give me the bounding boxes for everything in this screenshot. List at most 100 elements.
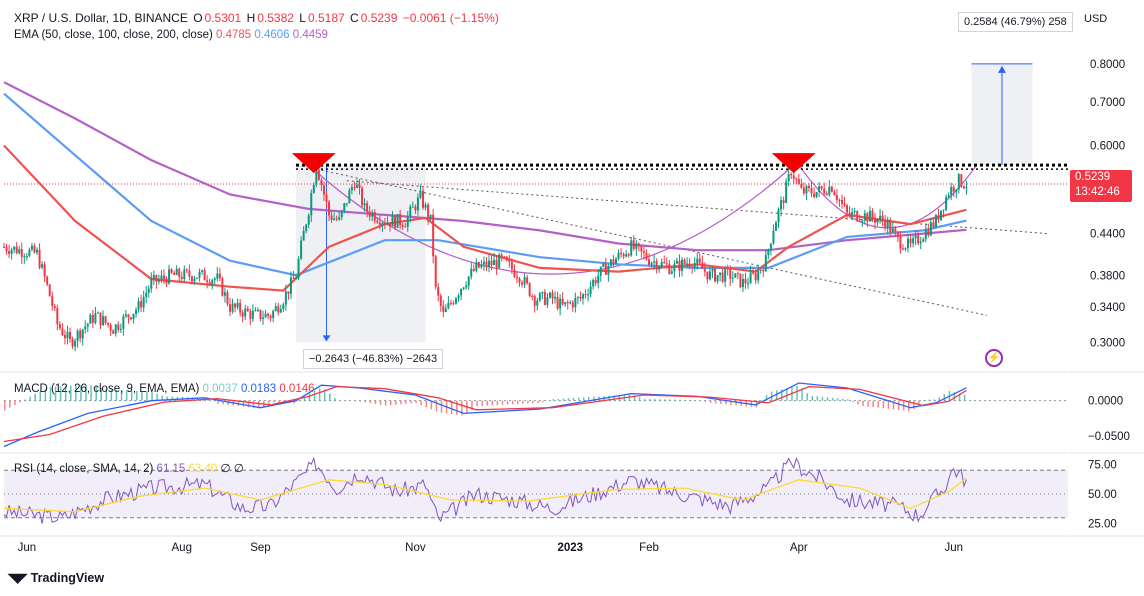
macd-hist-bar (852, 400, 854, 402)
candle-body (218, 273, 221, 279)
candle-body (874, 217, 877, 223)
lightning-icon[interactable]: ⚡ (985, 349, 1003, 367)
candle-body (488, 260, 491, 268)
candle-body (223, 292, 226, 296)
candle-body (96, 312, 99, 314)
candle-body (617, 252, 620, 259)
candle-body (693, 263, 696, 268)
candle-body (846, 205, 849, 213)
macd-hist-bar (694, 400, 697, 401)
candle-body (480, 264, 483, 268)
candle-body (246, 308, 249, 312)
candle-body (381, 223, 384, 226)
macd-hist-bar (552, 399, 555, 401)
rsi-sma-line (3, 477, 967, 513)
macd-hist-bar (24, 399, 26, 401)
macd-hist-bar (821, 396, 824, 401)
change-value: −0.0061 (−1.15%) (402, 11, 499, 25)
macd-hist-bar (679, 399, 681, 401)
macd-hist-bar (841, 398, 844, 401)
candle-body (18, 249, 21, 254)
macd-hist-bar (166, 396, 169, 401)
candle-body (632, 240, 635, 249)
candle-body (373, 212, 376, 221)
macd-hist-bar (217, 400, 219, 404)
candle-body (74, 340, 77, 347)
macd-hist-bar (278, 400, 280, 403)
candle-body (952, 186, 955, 192)
candle-body (353, 187, 356, 189)
candle-body (914, 235, 917, 239)
tradingview-logo[interactable]: ◥◤ TradingView (8, 570, 104, 585)
candle-body (871, 210, 874, 218)
rsi-legend[interactable]: RSI (14, close, SMA, 14, 2) 61.15 63.40 … (14, 461, 244, 475)
candle-body (348, 190, 351, 204)
macd-hist-bar (196, 397, 199, 401)
candle-body (907, 238, 910, 249)
tradingview-logo-icon: ◥◤ (8, 571, 31, 585)
candle-body (208, 282, 211, 285)
candle-body (912, 238, 915, 244)
time-tick-3: Nov (405, 542, 426, 554)
candle-body (439, 295, 442, 306)
macd-hist-bar (542, 400, 544, 403)
macd-hist-bar (75, 385, 77, 401)
candle-body (63, 335, 66, 339)
price-tick-3: 0.4400 (1090, 229, 1125, 241)
macd-hist-bar (90, 385, 92, 401)
candle-body (198, 271, 201, 278)
macd-hist-bar (781, 389, 783, 401)
macd-hist-bar (323, 389, 326, 401)
candle-body (945, 197, 948, 210)
candle-body (477, 262, 480, 268)
candle-body (231, 303, 234, 312)
macd-hist-bar (34, 393, 36, 401)
candle-body (597, 275, 600, 284)
candle-body (653, 261, 656, 263)
candle-body (830, 186, 833, 192)
candle-body (894, 228, 897, 232)
close-value: 0.5239 (360, 11, 398, 25)
candle-body (150, 278, 153, 289)
candle-body (320, 179, 323, 186)
open-label: O (193, 11, 203, 25)
candle-body (901, 248, 904, 250)
candle-body (797, 178, 800, 184)
macd-hist-bar (54, 386, 57, 401)
macd-hist-bar (725, 400, 727, 405)
candle-body (648, 259, 651, 265)
candle-body (561, 298, 564, 305)
macd-hist-bar (303, 397, 306, 401)
candle-body (132, 313, 135, 320)
candle-body (868, 210, 871, 222)
last-price-value: 0.5239 (1075, 171, 1111, 183)
candle-body (289, 277, 292, 294)
macd-hist-bar (389, 400, 392, 406)
macd-hist-bar (313, 391, 316, 401)
candle-body (884, 220, 887, 228)
macd-hist-bar (633, 395, 636, 401)
candle-body (23, 256, 26, 258)
candle-body (28, 249, 31, 257)
candle-body (785, 181, 788, 203)
macd-hist-bar (64, 385, 67, 401)
high-value: 0.5382 (257, 11, 294, 25)
candle-body (368, 211, 371, 217)
ema-legend[interactable]: EMA (50, close, 100, close, 200, close) … (14, 29, 328, 41)
candle-body (396, 214, 399, 228)
candle-body (127, 314, 130, 318)
macd-hist-bar (161, 395, 163, 401)
macd-legend[interactable]: MACD (12, 26, close, 9, EMA, EMA) 0.0037… (14, 383, 315, 395)
candle-body (538, 293, 541, 301)
macd-hist-bar (796, 386, 798, 401)
candle-body (947, 195, 950, 198)
candle-body (43, 264, 46, 277)
candle-body (432, 214, 435, 257)
macd-hist-bar (527, 400, 529, 404)
candle-body (475, 262, 478, 271)
candle-body (759, 269, 762, 271)
macd-hist-bar (867, 400, 869, 407)
macd-hist-bar (816, 396, 819, 401)
candle-body (388, 222, 391, 227)
